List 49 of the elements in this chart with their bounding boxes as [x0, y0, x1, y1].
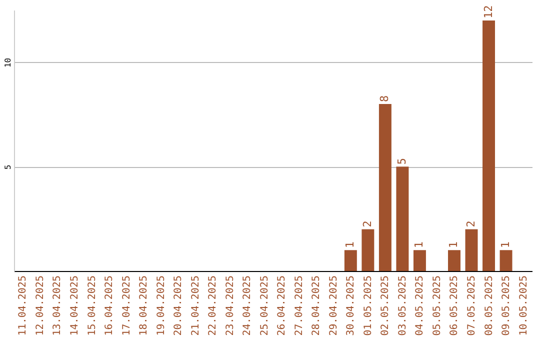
x-tick-label: 21.04.2025 — [190, 276, 202, 336]
x-tick-label: 22.04.2025 — [208, 276, 219, 336]
data-label: 1 — [344, 241, 357, 248]
data-label: 2 — [360, 220, 374, 228]
x-tick-label: 01.05.2025 — [362, 276, 374, 336]
x-tick-label: 19.04.2025 — [156, 276, 167, 336]
y-tick-label: 10 — [4, 58, 12, 68]
bar — [396, 166, 409, 271]
x-tick-label: 03.05.2025 — [397, 276, 408, 336]
x-tick-label: 24.04.2025 — [242, 276, 254, 336]
x-tick-label: 27.04.2025 — [294, 276, 305, 336]
data-label: 5 — [395, 158, 408, 165]
x-tick-label: 28.04.2025 — [311, 276, 322, 336]
x-tick-label: 09.05.2025 — [501, 276, 512, 336]
bar — [362, 229, 374, 271]
data-label: 12 — [482, 5, 495, 18]
data-label: 1 — [447, 241, 460, 248]
x-tick-label: 18.04.2025 — [138, 276, 150, 336]
bar — [448, 250, 460, 271]
x-tick-label: 14.04.2025 — [70, 276, 80, 336]
data-label: 2 — [464, 220, 478, 228]
bar — [413, 250, 426, 271]
bar — [482, 20, 495, 271]
x-tick-label: 16.04.2025 — [104, 276, 116, 336]
x-tick-label: 02.05.2025 — [380, 276, 392, 336]
x-tick-label: 06.05.2025 — [449, 276, 460, 336]
bar — [465, 229, 478, 271]
x-tick-label: 10.05.2025 — [518, 276, 530, 336]
x-tick-label: 13.04.2025 — [52, 276, 64, 336]
x-tick-label: 23.04.2025 — [224, 276, 236, 336]
x-tick-label: 12.04.2025 — [34, 276, 46, 336]
data-label: 1 — [412, 241, 426, 248]
data-label: 1 — [499, 241, 512, 248]
x-tick-label: 30.04.2025 — [346, 276, 357, 336]
bar — [500, 250, 512, 271]
x-tick-label: 17.04.2025 — [121, 276, 132, 336]
x-tick-label: 08.05.2025 — [484, 276, 495, 336]
x-tick-label: 07.05.2025 — [466, 276, 478, 336]
x-tick-label: 05.05.2025 — [432, 276, 443, 336]
x-tick-label: 15.04.2025 — [86, 276, 98, 336]
bar — [344, 250, 357, 271]
x-tick-label: 25.04.2025 — [259, 276, 270, 336]
x-tick-label: 29.04.2025 — [328, 276, 340, 336]
x-tick-label: 11.04.2025 — [18, 276, 29, 336]
data-label: 8 — [378, 95, 392, 102]
x-tick-label: 26.04.2025 — [276, 276, 288, 336]
x-tick-label: 20.04.2025 — [173, 276, 184, 336]
bar — [378, 104, 392, 271]
x-tick-label: 04.05.2025 — [414, 276, 426, 336]
